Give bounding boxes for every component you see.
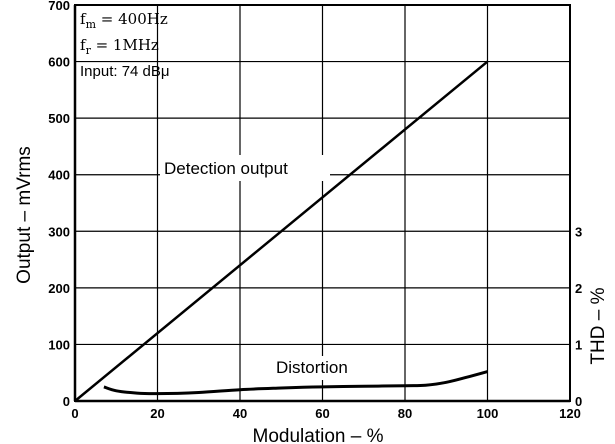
y-left-tick-label: 600 (48, 55, 70, 70)
distortion-label-bg (272, 356, 372, 380)
x-tick-label: 40 (233, 406, 247, 421)
x-tick-label: 0 (71, 406, 78, 421)
x-tick-label: 120 (559, 406, 581, 421)
y-left-tick-label: 200 (48, 281, 70, 296)
distortion-label: Distortion (276, 358, 348, 377)
x-tick-label: 60 (315, 406, 329, 421)
detection-label-bg (160, 155, 330, 181)
distortion-curve (103, 370, 488, 396)
y-left-tick-label: 700 (48, 0, 70, 13)
condition-fr: fr = 1MHz (80, 36, 159, 57)
y-left-tick-label: 400 (48, 168, 70, 183)
y-left-tick-label: 500 (48, 111, 70, 126)
y-right-axis-label: THD – % (588, 287, 609, 364)
y-right-tick-label: 1 (575, 337, 582, 352)
y-right-tick-label: 2 (575, 281, 582, 296)
series-layer (74, 60, 489, 402)
x-tick-label: 80 (398, 406, 412, 421)
y-left-tick-label: 100 (48, 337, 70, 352)
tick-labels: 0 20 40 60 80 100 1200100200300400500600700012… (48, 0, 582, 421)
x-axis-label: Modulation – % (253, 426, 384, 444)
y-left-axis-label: Output – mVrms (14, 146, 35, 284)
condition-input: Input: 74 dBμ (80, 63, 170, 80)
x-tick-label: 100 (477, 406, 499, 421)
conditions-box: fm = 400Hz fr = 1MHz Input: 74 dBμ (80, 10, 170, 80)
detection-output-line (74, 60, 489, 402)
y-left-tick-label: 300 (48, 224, 70, 239)
condition-fm: fm = 400Hz (80, 10, 168, 31)
x-tick-label: 20 (150, 406, 164, 421)
y-right-tick-label: 0 (575, 394, 582, 409)
y-right-tick-label: 3 (575, 224, 582, 239)
detection-output-label: Detection output (164, 159, 288, 178)
axes (73, 4, 571, 403)
y-left-tick-label: 0 (63, 394, 70, 409)
